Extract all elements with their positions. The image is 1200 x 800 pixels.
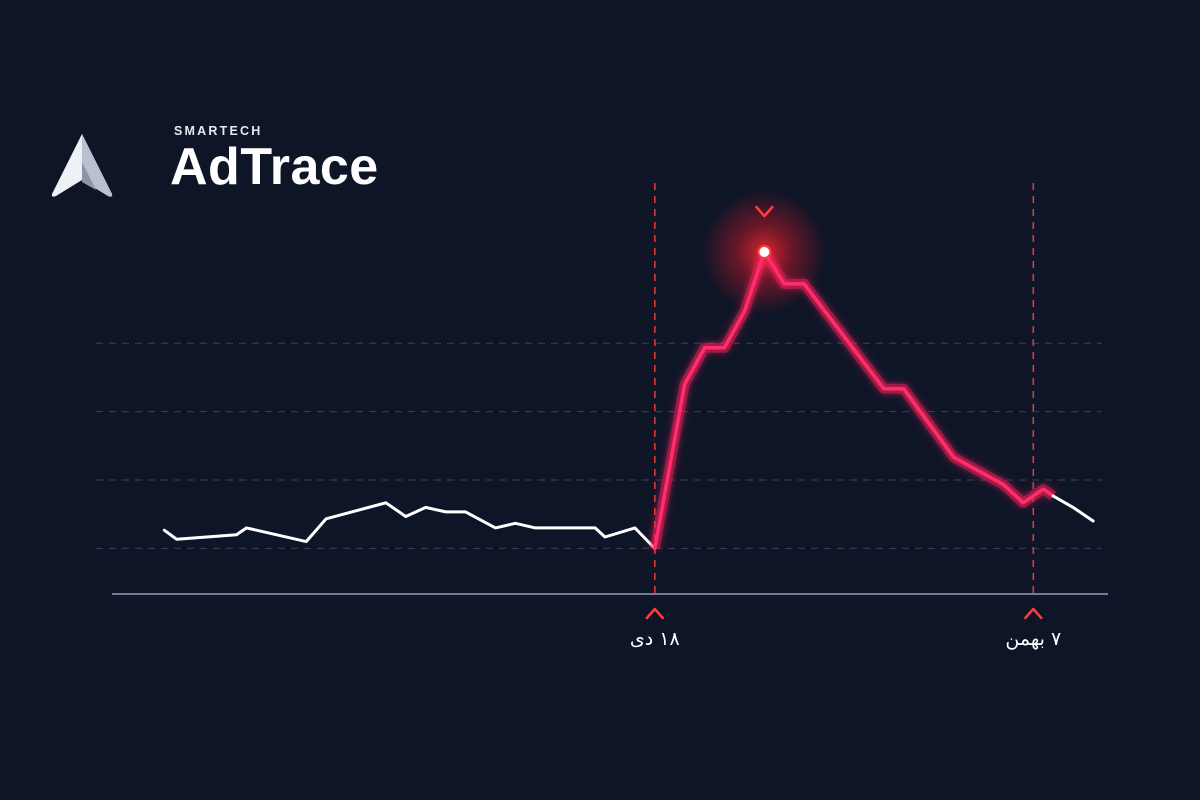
peak-chevron-icon (755, 205, 774, 218)
peak-point (757, 245, 772, 259)
adtrace-a-mark-icon (51, 134, 113, 197)
series-lines (162, 247, 1095, 551)
series-line-spike (653, 250, 1055, 551)
date-label-start: ۱۸ دی (629, 628, 680, 650)
brand-tagline: SMARTECH (174, 124, 263, 138)
grid-lines (96, 342, 1102, 549)
date-label-end: ۷ بهمن (1005, 628, 1062, 650)
brand-name: AdTrace (170, 138, 379, 196)
chevron-up-icon (1024, 607, 1043, 620)
brand-logo: SMARTECH AdTrace (50, 122, 378, 202)
chevron-up-icon (645, 607, 665, 620)
series-line-baseline (162, 501, 657, 550)
series-line-tail (1051, 494, 1095, 523)
date-marker-chevrons (645, 607, 1043, 620)
series-line-glow (649, 247, 1057, 550)
